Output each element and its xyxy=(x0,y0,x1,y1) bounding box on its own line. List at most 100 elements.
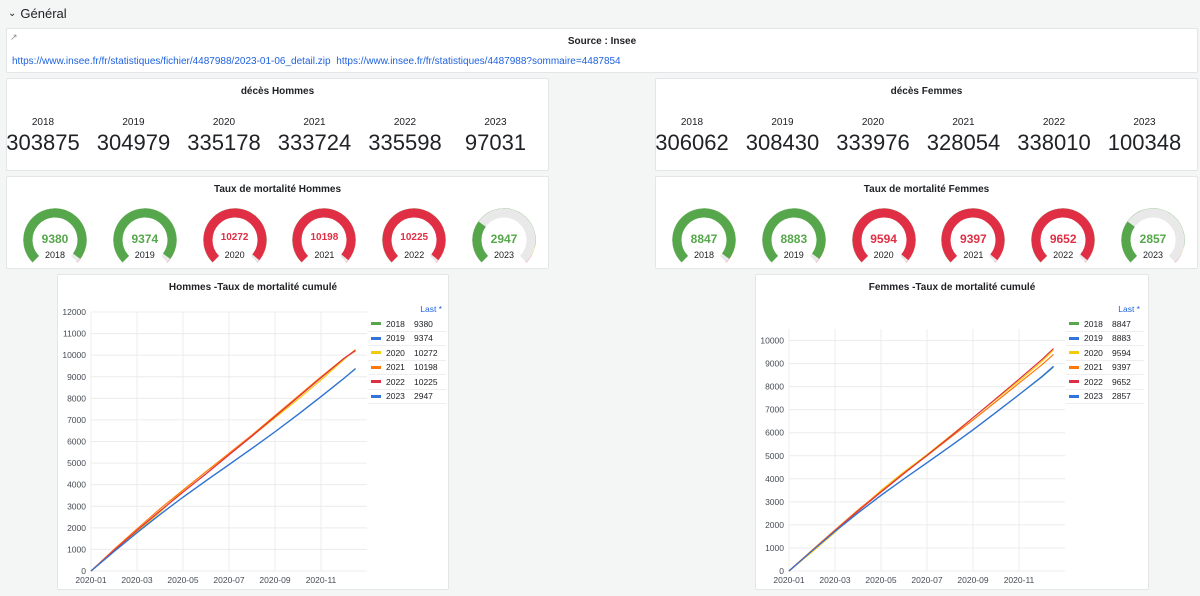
x-tick-label: 2020-11 xyxy=(1004,575,1035,585)
series-line-2019 xyxy=(788,365,1054,572)
chart-femmes-panel: Femmes -Taux de mortalité cumulé 0 1000 20… xyxy=(755,274,1149,590)
external-link-icon[interactable]: ↗ xyxy=(10,32,18,42)
y-tick-label: 3000 xyxy=(67,501,86,511)
y-tick-label: 4000 xyxy=(67,480,86,490)
x-tick-label: 2020-09 xyxy=(957,575,988,585)
legend-item-2019[interactable]: 2019 9374 xyxy=(368,332,446,346)
gauge-value: 2857 xyxy=(1139,232,1167,246)
deces-femmes-panel: décès Femmes 2018 306062 2019 308430 2020 333… xyxy=(655,78,1198,171)
y-tick-label: 7000 xyxy=(765,405,784,415)
legend-name: 2020 xyxy=(1084,347,1103,358)
stat-year: 2021 xyxy=(952,117,975,128)
chart-title: Femmes -Taux de mortalité cumulé xyxy=(868,282,1036,293)
row-header-general[interactable]: ⌄ Général xyxy=(8,6,67,21)
gauge-value: 10198 xyxy=(310,232,339,243)
legend-swatch xyxy=(1069,351,1079,355)
stat-value: 335598 xyxy=(368,130,442,155)
stat-2020: 2020 333976 xyxy=(828,117,918,156)
gauge-fill xyxy=(113,208,177,263)
y-tick-label: 10000 xyxy=(62,350,86,360)
stat-2020: 2020 335178 xyxy=(179,117,269,156)
series-line-2018 xyxy=(788,366,1054,572)
x-tick-label: 2020-03 xyxy=(121,575,152,585)
source-link-zip[interactable]: https://www.insee.fr/fr/statistiques/fic… xyxy=(12,56,331,67)
stat-2022: 2022 338010 xyxy=(1009,117,1099,156)
series-line-2021 xyxy=(90,350,356,572)
y-tick-label: 2000 xyxy=(67,523,86,533)
y-tick-label: 0 xyxy=(779,566,784,576)
gauge-fill xyxy=(23,208,87,263)
y-tick-label: 0 xyxy=(81,566,86,576)
legend-item-2023[interactable]: 2023 2857 xyxy=(1066,390,1144,404)
stat-year: 2022 xyxy=(1042,117,1066,128)
gauge-value: 9380 xyxy=(41,232,69,246)
gauge-arc xyxy=(382,208,446,263)
gauge-2019: 8883 2019 xyxy=(759,202,829,264)
series-line-2023 xyxy=(90,368,356,572)
stat-year: 2023 xyxy=(484,117,507,128)
legend-swatch xyxy=(371,365,381,369)
gauge-fill xyxy=(941,208,1005,263)
legend-name: 2022 xyxy=(386,376,405,387)
legend: Last * 2018 8847 2019 8883 2020 9594 2021 9397 20… xyxy=(1066,304,1144,404)
y-tick-label: 2000 xyxy=(765,520,784,530)
legend-item-2023[interactable]: 2023 2947 xyxy=(368,390,446,404)
panel-title: Taux de mortalité Femmes xyxy=(863,184,990,195)
gauge-year: 2023 xyxy=(493,250,515,260)
legend-last-value: 10272 xyxy=(414,347,438,358)
stat-2019: 2019 304979 xyxy=(89,117,179,156)
legend-item-2018[interactable]: 2018 9380 xyxy=(368,317,446,332)
gauge-fill xyxy=(1121,221,1138,263)
gauge-2021: 10198 2021 xyxy=(289,202,359,264)
legend-item-2020[interactable]: 2020 9594 xyxy=(1066,346,1144,361)
legend-item-2022[interactable]: 2022 10225 xyxy=(368,375,446,390)
source-link-page[interactable]: https://www.insee.fr/fr/statistiques/448… xyxy=(336,56,621,67)
legend-swatch xyxy=(371,322,381,326)
gauge-fill xyxy=(762,208,826,263)
legend-last-value: 9594 xyxy=(1112,347,1131,358)
gauge-year: 2019 xyxy=(783,250,804,260)
gauge-year: 2022 xyxy=(404,250,425,260)
stat-value: 306062 xyxy=(655,130,729,155)
legend-name: 2022 xyxy=(1084,376,1103,387)
legend-item-2021[interactable]: 2021 9397 xyxy=(1066,361,1144,375)
legend-header-last[interactable]: Last * xyxy=(420,304,442,314)
gauge-year: 2020 xyxy=(224,250,245,260)
gauge-fill xyxy=(1031,208,1095,263)
legend-header-last[interactable]: Last * xyxy=(1118,304,1140,314)
gauge-value: 8883 xyxy=(780,232,808,246)
legend-item-2019[interactable]: 2019 8883 xyxy=(1066,332,1144,346)
gauge-year: 2018 xyxy=(693,250,715,260)
stat-year: 2018 xyxy=(31,117,55,128)
legend-last-value: 2947 xyxy=(414,391,433,402)
legend-item-2020[interactable]: 2020 10272 xyxy=(368,346,446,361)
gauge-value: 10225 xyxy=(400,232,429,243)
gauge-arc xyxy=(292,208,357,263)
gauge-arc xyxy=(23,208,87,263)
stat-value: 335178 xyxy=(187,130,261,155)
legend-last-value: 8883 xyxy=(1112,333,1131,344)
legend-name: 2019 xyxy=(386,333,405,344)
legend-item-2022[interactable]: 2022 9652 xyxy=(1066,375,1144,390)
gauge-arc xyxy=(472,208,536,263)
panel-title: décès Hommes xyxy=(240,86,315,97)
panel-title: Source : Insee xyxy=(567,36,637,47)
legend-name: 2021 xyxy=(386,362,405,373)
row-title: Général xyxy=(20,6,67,21)
y-tick-label: 12000 xyxy=(62,307,86,317)
gauge-2018: 9380 2018 xyxy=(20,202,90,264)
y-tick-label: 8000 xyxy=(765,382,784,392)
legend-swatch xyxy=(1069,322,1079,326)
gauge-2023: 2857 2023 xyxy=(1118,202,1188,264)
y-tick-label: 9000 xyxy=(765,359,784,369)
stat-2023: 2023 97031 xyxy=(451,117,541,156)
legend-item-2018[interactable]: 2018 8847 xyxy=(1066,317,1144,332)
legend-item-2021[interactable]: 2021 10198 xyxy=(368,361,446,375)
series-line-2023 xyxy=(788,365,1054,572)
gauge-2022: 9652 2022 xyxy=(1028,202,1098,264)
legend-last-value: 9374 xyxy=(414,333,433,344)
x-tick-label: 2020-09 xyxy=(259,575,290,585)
gauge-year: 2021 xyxy=(314,250,335,260)
x-tick-label: 2020-03 xyxy=(819,575,850,585)
legend-swatch xyxy=(371,351,381,355)
